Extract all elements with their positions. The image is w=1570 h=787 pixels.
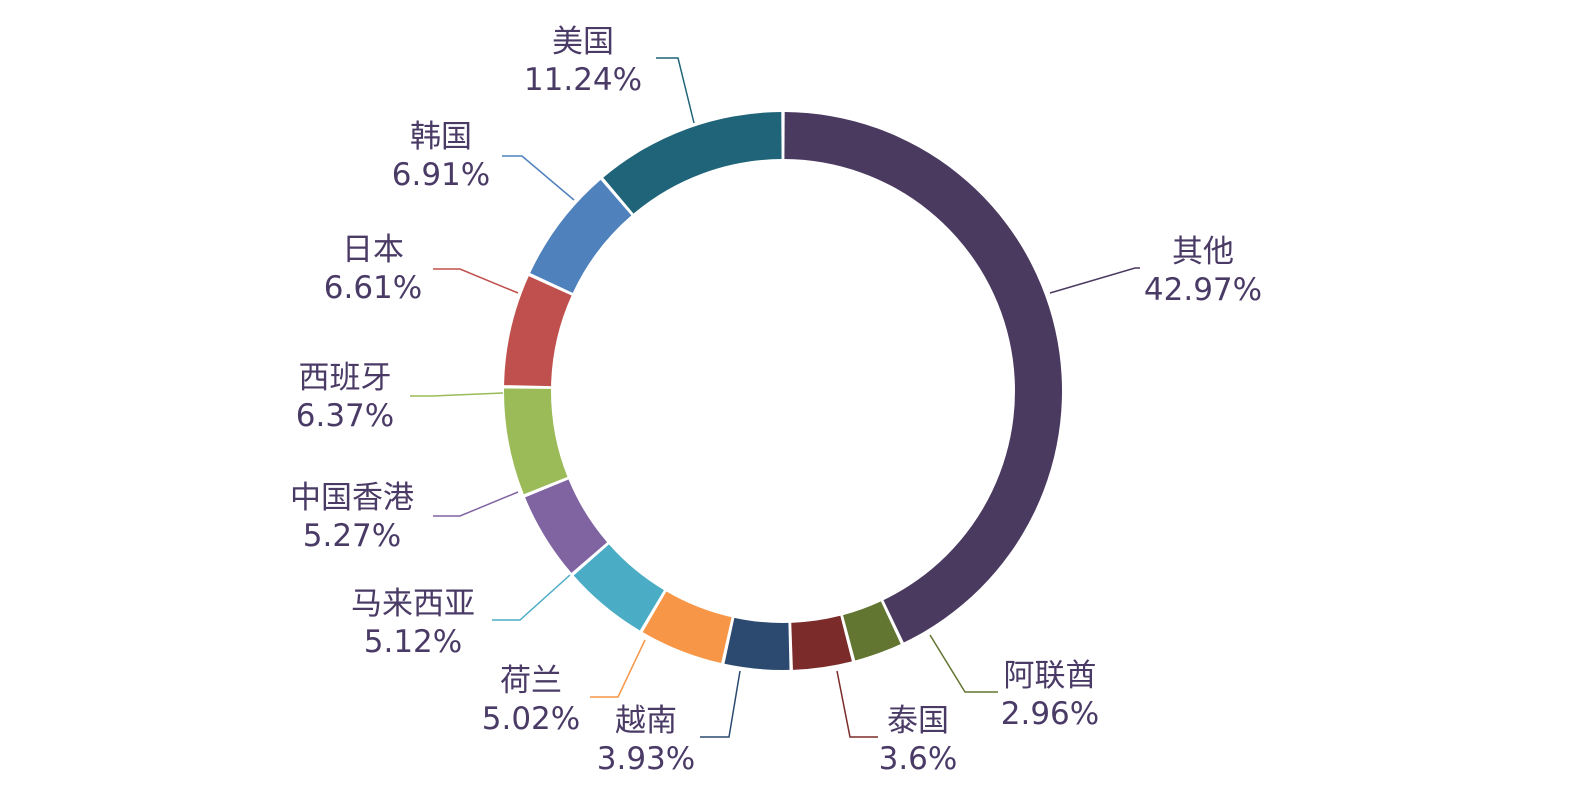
slice-value-label-2: 2.96% — [1001, 696, 1099, 732]
slice-label-8: 西班牙 — [299, 360, 392, 396]
slice-value-label-5: 5.02% — [482, 701, 580, 737]
slice-label-4: 越南 — [615, 703, 677, 739]
slice-value-label-4: 3.93% — [597, 741, 695, 777]
leader-line-5 — [590, 639, 646, 698]
leader-line-8 — [410, 392, 504, 397]
slice-value-label-9: 6.61% — [324, 270, 422, 306]
slices-layer — [504, 112, 1063, 670]
slice-11 — [603, 112, 782, 214]
slice-value-label-7: 5.27% — [303, 518, 401, 554]
slice-value-label-6: 5.12% — [364, 624, 462, 660]
leader-line-11 — [656, 57, 695, 124]
leader-lines-layer — [410, 57, 1140, 738]
slice-label-2: 阿联酋 — [1004, 658, 1097, 694]
slice-6 — [573, 544, 664, 631]
leader-line-4 — [700, 670, 741, 738]
slice-1 — [784, 112, 1063, 643]
slice-value-label-11: 11.24% — [524, 62, 642, 98]
slice-10 — [530, 179, 632, 293]
slice-label-11: 美国 — [552, 24, 614, 60]
slice-4 — [724, 617, 790, 670]
slice-2 — [843, 601, 901, 661]
leader-line-9 — [433, 268, 519, 294]
leader-line-7 — [433, 491, 519, 517]
slice-9 — [504, 276, 572, 387]
slice-label-3: 泰国 — [887, 703, 949, 739]
slice-label-1: 其他 — [1172, 234, 1234, 270]
leader-line-2 — [929, 634, 998, 693]
slice-label-7: 中国香港 — [290, 480, 414, 516]
slice-value-label-3: 3.6% — [879, 741, 958, 777]
slice-8 — [504, 388, 568, 495]
slice-value-label-8: 6.37% — [296, 398, 394, 434]
slice-label-9: 日本 — [342, 232, 404, 268]
leader-line-1 — [1049, 267, 1140, 294]
leader-line-6 — [492, 574, 571, 621]
slice-label-10: 韩国 — [410, 119, 472, 155]
slice-label-6: 马来西亚 — [351, 586, 475, 622]
leader-line-3 — [836, 670, 878, 738]
slice-7 — [525, 479, 608, 573]
slice-3 — [791, 615, 852, 670]
slice-label-5: 荷兰 — [500, 663, 562, 699]
leader-line-10 — [502, 155, 575, 201]
slice-5 — [642, 591, 732, 664]
slice-value-label-10: 6.91% — [392, 157, 490, 193]
slice-value-label-1: 42.97% — [1144, 272, 1262, 308]
